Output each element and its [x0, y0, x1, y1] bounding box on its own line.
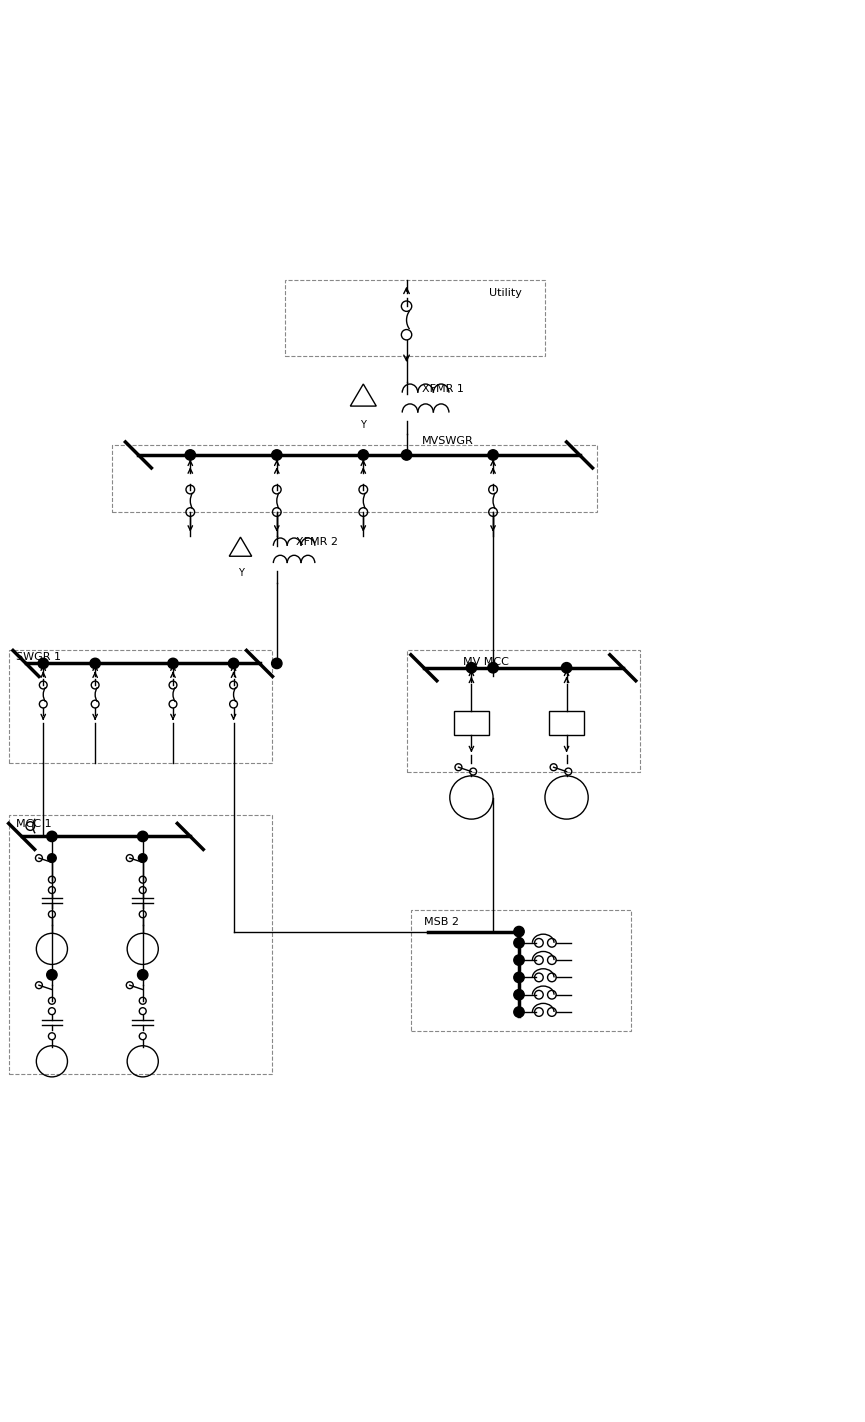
Circle shape	[514, 1007, 524, 1017]
Circle shape	[466, 663, 477, 673]
Bar	[407, 650, 640, 772]
Text: MVSWGR: MVSWGR	[422, 437, 474, 447]
Text: XFMR 2: XFMR 2	[296, 538, 338, 547]
Circle shape	[272, 658, 282, 668]
Circle shape	[488, 449, 498, 461]
Circle shape	[514, 956, 524, 966]
Bar	[285, 280, 545, 357]
Text: MV MCC: MV MCC	[463, 657, 509, 667]
Circle shape	[138, 832, 148, 842]
Circle shape	[168, 658, 178, 668]
Bar	[112, 445, 597, 512]
Text: Utility: Utility	[489, 289, 522, 299]
Circle shape	[358, 449, 368, 461]
Circle shape	[48, 853, 56, 862]
Circle shape	[514, 937, 524, 948]
Text: Y: Y	[238, 567, 243, 577]
Circle shape	[488, 663, 498, 673]
Circle shape	[38, 658, 48, 668]
Bar	[549, 711, 584, 735]
Bar	[9, 650, 272, 762]
Circle shape	[138, 970, 148, 980]
Circle shape	[47, 832, 57, 842]
Circle shape	[514, 973, 524, 983]
Text: MCC 1: MCC 1	[16, 819, 51, 829]
Circle shape	[561, 663, 572, 673]
Circle shape	[401, 449, 412, 461]
Text: MSB 2: MSB 2	[424, 917, 458, 927]
Text: XFMR 1: XFMR 1	[422, 384, 464, 394]
Text: SWGR 1: SWGR 1	[16, 653, 61, 663]
Circle shape	[90, 658, 100, 668]
Circle shape	[138, 853, 147, 862]
Bar	[454, 711, 489, 735]
Text: Y: Y	[361, 419, 366, 429]
Circle shape	[228, 658, 239, 668]
Circle shape	[272, 449, 282, 461]
Bar	[9, 815, 272, 1074]
Circle shape	[47, 970, 57, 980]
Circle shape	[185, 449, 195, 461]
Circle shape	[514, 990, 524, 1000]
Circle shape	[514, 926, 524, 937]
Bar	[411, 910, 631, 1031]
